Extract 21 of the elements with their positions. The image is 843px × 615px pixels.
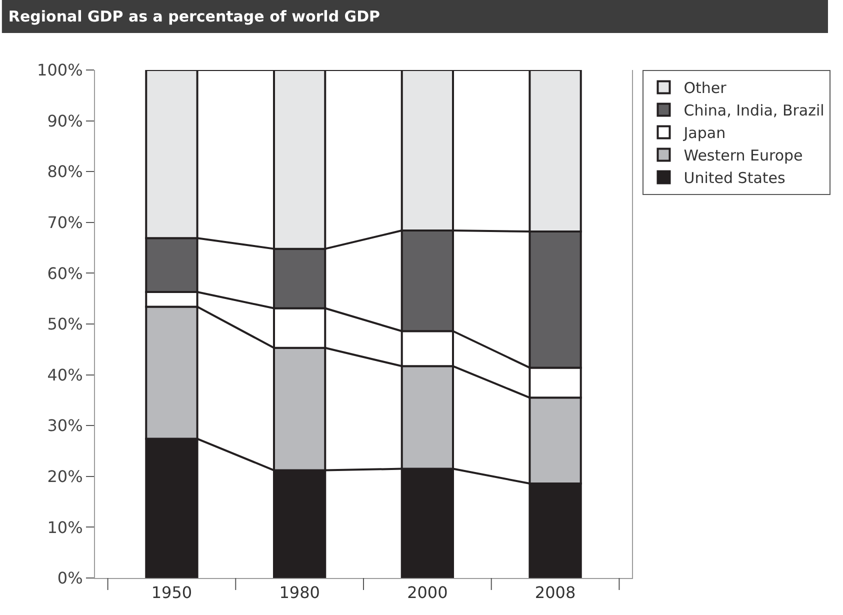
legend-label: Western Europe bbox=[684, 146, 803, 165]
y-tick-label: 30% bbox=[47, 416, 83, 436]
x-tick-label: 2000 bbox=[407, 583, 448, 602]
x-tick-label: 2008 bbox=[534, 583, 576, 602]
y-tick-label: 50% bbox=[47, 314, 83, 334]
legend-label: Japan bbox=[682, 124, 726, 142]
y-tick-label: 60% bbox=[47, 264, 83, 283]
legend-label: China, India, Brazil bbox=[684, 102, 824, 120]
chart-title: Regional GDP as a percentage of world GDP bbox=[8, 7, 380, 26]
x-tick-label: 1980 bbox=[279, 583, 320, 602]
y-tick-label: 20% bbox=[47, 467, 83, 486]
y-tick-label: 100% bbox=[37, 60, 83, 80]
y-tick-label: 90% bbox=[47, 111, 83, 130]
legend-label: Other bbox=[684, 79, 728, 98]
y-tick-label: 10% bbox=[47, 518, 83, 537]
y-tick-label: 0% bbox=[57, 568, 83, 588]
x-tick-label: 1950 bbox=[151, 583, 192, 602]
y-tick-label: 80% bbox=[47, 162, 83, 182]
y-tick-label: 70% bbox=[47, 213, 83, 232]
legend-label: United States bbox=[684, 169, 786, 188]
y-tick-label: 40% bbox=[47, 365, 83, 384]
